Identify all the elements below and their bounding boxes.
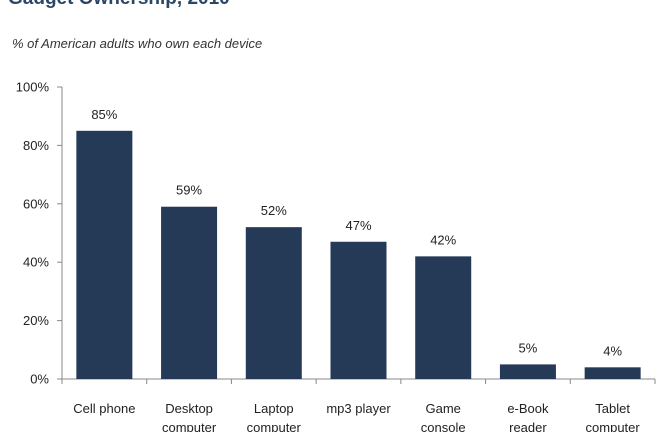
x-tick-label: e-Book xyxy=(507,401,549,416)
bar xyxy=(415,256,472,379)
y-tick-label: 40% xyxy=(23,255,49,270)
x-tick-label: computer xyxy=(586,420,641,432)
y-tick-label: 20% xyxy=(23,313,49,328)
y-tick-label: 100% xyxy=(16,80,50,95)
chart-subtitle: % of American adults who own each device xyxy=(12,36,263,51)
chart-title: Gadget Ownership, 2010 xyxy=(8,0,230,10)
y-tick-label: 80% xyxy=(23,138,49,153)
x-tick-label: mp3 player xyxy=(326,401,391,416)
bar xyxy=(499,364,556,379)
y-tick-label: 60% xyxy=(23,196,49,211)
bar xyxy=(76,130,133,379)
x-tick-label: Game xyxy=(426,401,461,416)
data-label: 4% xyxy=(603,343,622,358)
data-label: 52% xyxy=(261,203,287,218)
x-tick-label: Tablet xyxy=(595,401,630,416)
x-tick-label: console xyxy=(421,420,466,432)
data-label: 59% xyxy=(176,183,202,198)
bar xyxy=(330,241,387,379)
x-tick-label: computer xyxy=(162,420,217,432)
data-label: 47% xyxy=(345,218,371,233)
x-tick-label: reader xyxy=(509,420,547,432)
bar xyxy=(161,206,218,379)
x-tick-label: Cell phone xyxy=(73,401,135,416)
x-tick-label: computer xyxy=(247,420,302,432)
data-label: 5% xyxy=(519,340,538,355)
data-label: 85% xyxy=(91,107,117,122)
bar xyxy=(245,227,302,379)
x-tick-label: Desktop xyxy=(165,401,213,416)
x-tick-label: Laptop xyxy=(254,401,294,416)
data-label: 42% xyxy=(430,232,456,247)
bar xyxy=(584,367,641,379)
y-tick-label: 0% xyxy=(30,372,49,387)
